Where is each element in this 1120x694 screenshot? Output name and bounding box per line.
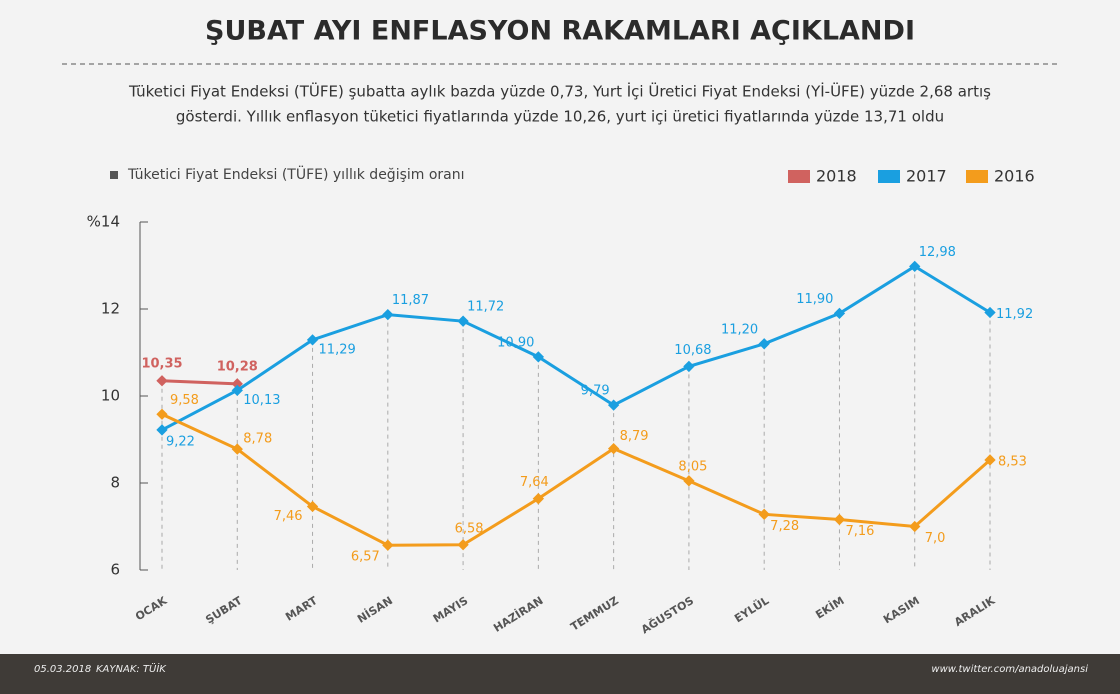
- point: [683, 360, 695, 373]
- value-label: 12,98: [919, 245, 956, 260]
- point: [306, 500, 319, 513]
- value-label: 7,16: [845, 524, 874, 539]
- point: [607, 442, 620, 455]
- point: [231, 443, 243, 455]
- value-label: 6,58: [455, 521, 484, 536]
- value-label: 8,79: [620, 429, 649, 444]
- value-label: 11,92: [996, 307, 1033, 322]
- value-label: 8,78: [243, 432, 272, 447]
- point: [457, 539, 469, 551]
- chart-label: Tüketici Fiyat Endeksi (TÜFE) yıllık değ…: [127, 165, 465, 183]
- series-line: [161, 264, 991, 432]
- point: [532, 493, 545, 505]
- point: [683, 475, 695, 487]
- legend-label: 2017: [906, 167, 947, 186]
- point: [984, 454, 996, 466]
- value-label: 9,58: [170, 393, 199, 408]
- point: [156, 375, 168, 387]
- value-label: 11,72: [467, 300, 504, 315]
- legend-label: 2016: [994, 167, 1035, 186]
- value-label: 8,05: [678, 459, 707, 474]
- legend-swatch: [878, 170, 900, 183]
- point: [758, 508, 770, 520]
- point: [833, 307, 846, 320]
- value-label: 10,35: [141, 356, 182, 371]
- value-label: 7,64: [520, 475, 549, 490]
- series-line: [161, 412, 991, 547]
- point: [909, 260, 921, 273]
- point: [833, 513, 846, 526]
- value-label: 7,0: [925, 531, 946, 546]
- value-label: 7,46: [274, 509, 303, 524]
- point: [306, 334, 319, 346]
- footer-source: KAYNAK: TÜİK: [96, 662, 167, 675]
- value-label: 9,79: [581, 384, 610, 399]
- point: [382, 539, 394, 551]
- point: [984, 306, 996, 319]
- series-line: [161, 379, 238, 386]
- point: [156, 408, 168, 420]
- value-label: 11,90: [796, 292, 833, 307]
- legend-swatch: [788, 170, 810, 183]
- subtitle: Tüketici Fiyat Endeksi (TÜFE) şubatta ay…: [128, 82, 991, 101]
- value-label: 10,68: [674, 343, 711, 358]
- value-label: 11,87: [392, 293, 429, 308]
- value-label: 11,29: [319, 342, 356, 357]
- point: [909, 520, 921, 533]
- point: [607, 399, 620, 411]
- value-label: 11,20: [721, 322, 758, 337]
- y-tick-label: %14: [87, 213, 120, 231]
- y-tick-label: 8: [110, 474, 120, 492]
- point: [231, 384, 243, 397]
- point: [758, 338, 770, 350]
- value-label: 6,57: [351, 550, 380, 565]
- value-label: 7,28: [770, 519, 799, 534]
- footer-band: [0, 654, 1120, 694]
- point: [532, 351, 545, 363]
- footer-link: www.twitter.com/anadoluajansi: [931, 664, 1088, 675]
- footer-date: 05.03.2018: [34, 664, 91, 675]
- chart-title: ŞUBAT AYI ENFLASYON RAKAMLARI AÇIKLANDI: [205, 16, 915, 47]
- y-tick-label: 10: [101, 387, 120, 405]
- value-label: 10,90: [497, 335, 534, 350]
- legend-label: 2018: [816, 167, 857, 186]
- value-label: 8,53: [998, 454, 1027, 469]
- value-label: 10,13: [243, 393, 280, 408]
- legend-swatch: [966, 170, 988, 183]
- y-tick-label: 6: [110, 561, 120, 579]
- subtitle: gösterdi. Yıllık enflasyon tüketici fiya…: [176, 108, 944, 126]
- label-marker: [110, 171, 118, 179]
- y-tick-label: 12: [101, 300, 120, 318]
- point: [382, 308, 394, 321]
- point: [457, 315, 469, 327]
- point: [156, 424, 168, 436]
- value-label: 10,28: [217, 359, 258, 374]
- value-label: 9,22: [166, 434, 195, 449]
